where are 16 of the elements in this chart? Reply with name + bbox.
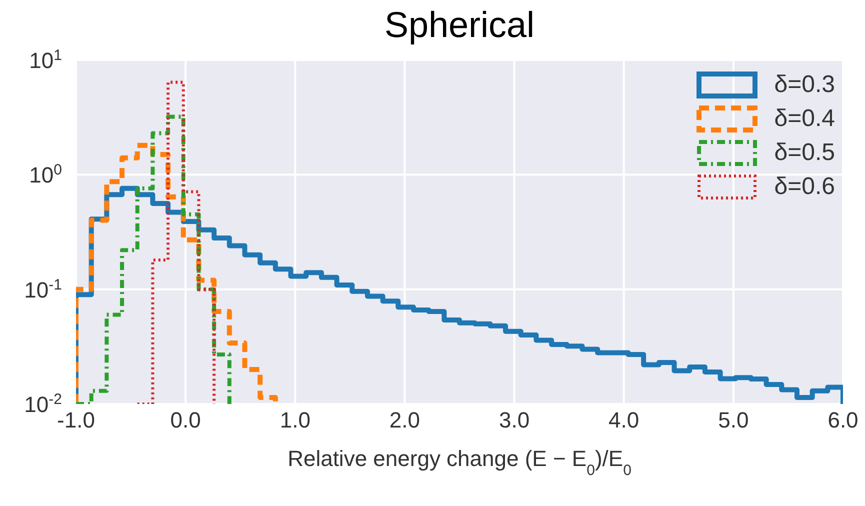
x-tick-label: 3.0: [498, 408, 530, 433]
x-tick-label: 4.0: [608, 408, 640, 433]
legend-label: δ=0.5: [774, 139, 835, 167]
x-tick-label: 2.0: [389, 408, 420, 433]
x-tick-label: 0.0: [170, 408, 201, 433]
chart-title: Spherical: [383, 4, 536, 46]
y-tick-label: 10$^{-1}$: [24, 276, 62, 302]
x-axis-title: Relative energy change (E − E$_{0}$)/E$_{0}$: [288, 446, 632, 478]
x-tick-label: 1.0: [280, 408, 310, 433]
legend-label: δ=0.6: [774, 173, 835, 201]
legend-label: δ=0.3: [774, 71, 835, 99]
y-tick-label: 10$^{1}$: [29, 46, 62, 73]
legend-label: δ=0.4: [774, 105, 835, 133]
y-tick-label: 10$^{0}$: [29, 161, 62, 188]
x-tick-label: 5.0: [718, 408, 749, 433]
x-tick-label: 6.0: [828, 408, 858, 433]
